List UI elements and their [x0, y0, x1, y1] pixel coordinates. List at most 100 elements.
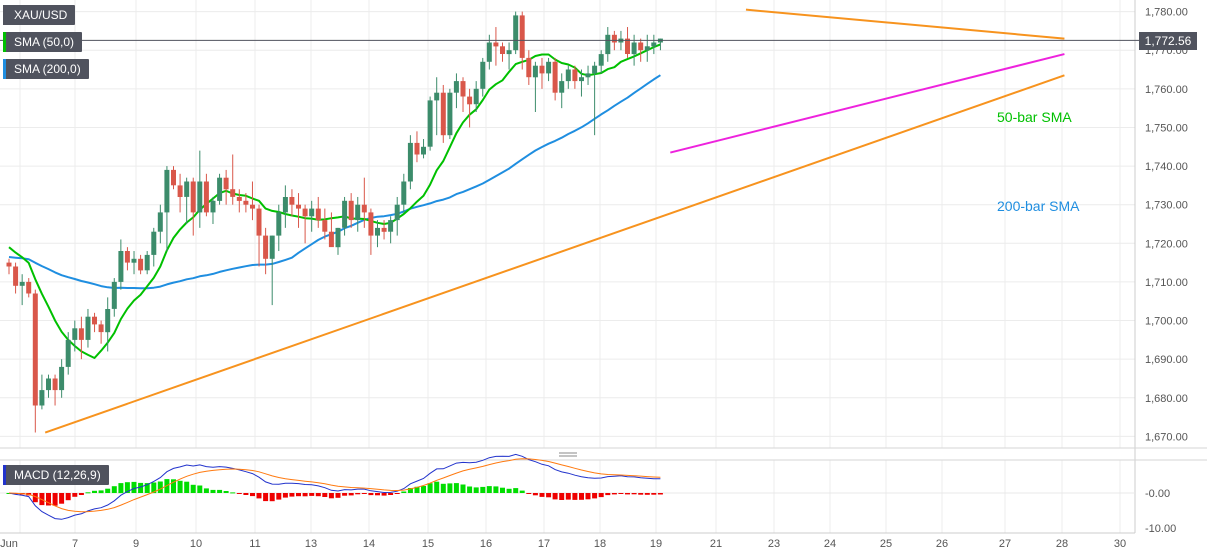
candle	[605, 27, 611, 62]
time-tick-label: 16	[480, 538, 492, 550]
candle-body	[157, 212, 163, 232]
macd-histogram-bar	[250, 493, 255, 497]
candle	[13, 262, 19, 294]
candle	[414, 131, 420, 163]
macd-histogram-bar	[355, 493, 361, 495]
macd-histogram-bar	[421, 486, 426, 494]
legend-macd[interactable]: MACD (12,26,9)	[3, 465, 109, 485]
rising-wedge-line	[670, 53, 1065, 154]
legend-sma50[interactable]: SMA (50,0)	[3, 32, 83, 52]
candle-body	[296, 204, 301, 209]
time-tick-label: 14	[363, 538, 375, 550]
candle-body	[388, 220, 394, 232]
macd-histogram-bar	[453, 483, 459, 493]
macd-tick-label: -0.00	[1145, 488, 1170, 500]
candle-body	[611, 34, 617, 43]
candle-body	[506, 50, 512, 55]
candle	[361, 177, 367, 228]
candle-body	[39, 390, 45, 406]
candle-body	[138, 258, 144, 271]
candle-body	[460, 81, 466, 97]
macd-histogram-bar	[375, 493, 380, 496]
legend-sma50-label: SMA (50,0)	[14, 35, 75, 49]
candle	[381, 220, 387, 240]
macd-histogram-bar	[467, 486, 473, 493]
candle	[513, 11, 519, 55]
candle	[460, 77, 466, 112]
falling-resistance-line	[745, 8, 1065, 40]
macd-histogram-bar	[302, 493, 308, 497]
candle	[335, 227, 341, 255]
candle	[473, 81, 479, 112]
candle	[644, 34, 650, 62]
candle-body	[52, 378, 58, 391]
legend-sma50-swatch	[3, 32, 6, 52]
candle-body	[401, 181, 407, 205]
candle	[131, 251, 137, 275]
legend-symbol[interactable]: XAU/USD	[3, 5, 76, 25]
candle-body	[72, 328, 78, 340]
macd-histogram-bar	[657, 493, 663, 495]
macd-histogram-bar	[513, 488, 519, 494]
price-tick-label: 1,760.00	[1145, 84, 1188, 96]
macd-histogram-bar	[493, 486, 499, 493]
time-tick-label: 13	[305, 538, 317, 550]
candle	[394, 196, 400, 236]
candle-body	[26, 281, 32, 294]
legend-symbol-label: XAU/USD	[14, 8, 68, 22]
macd-histogram-bar	[118, 483, 124, 494]
candle-body	[85, 316, 91, 340]
macd-histogram-bar	[539, 493, 545, 497]
candle-body	[480, 61, 486, 89]
macd-histogram-bar	[263, 493, 269, 502]
candle	[157, 204, 163, 244]
candle-body	[65, 339, 71, 367]
candle-body	[605, 34, 611, 55]
candle-body	[131, 258, 137, 263]
candle	[203, 173, 209, 217]
candle-body	[223, 177, 229, 190]
candle-body	[427, 100, 433, 147]
candle-body	[190, 181, 196, 213]
macd-histogram-bar	[348, 493, 354, 496]
macd-histogram-bar	[296, 493, 301, 497]
candle	[263, 227, 269, 275]
macd-histogram-bar	[171, 479, 176, 494]
candle	[269, 235, 275, 306]
candle	[276, 204, 282, 252]
candle	[453, 73, 459, 109]
candle	[52, 374, 58, 406]
time-axis: Jun 7 9 10 11 13 14 15 16 17 18 19 21 23 24 25 26 27 28 30	[0, 538, 1126, 550]
time-tick-label: 10	[190, 538, 202, 550]
macd-histogram-bar	[388, 493, 394, 495]
candle-body	[263, 235, 269, 259]
candle-body	[592, 65, 598, 74]
candle	[138, 254, 144, 275]
pane-separator[interactable]	[559, 452, 577, 457]
candle-body	[598, 54, 604, 66]
legend-sma200[interactable]: SMA (200,0)	[3, 59, 89, 79]
candle-body	[467, 96, 473, 105]
macd-tick-label: -10.00	[1145, 523, 1176, 535]
grid	[0, 0, 1207, 534]
time-tick-label: 17	[538, 538, 550, 550]
macd-histogram-bar	[414, 486, 420, 493]
candle-body	[394, 204, 400, 221]
macd-histogram-bar	[592, 493, 598, 499]
candle-body	[315, 208, 321, 221]
candle	[328, 212, 334, 248]
candle-body	[453, 81, 459, 93]
macd-histogram-bar	[85, 492, 91, 494]
candle-body	[124, 251, 130, 263]
candle	[355, 196, 361, 232]
macd-histogram-bar	[342, 493, 348, 496]
macd-histogram-bar	[447, 483, 453, 493]
candle-body	[539, 65, 545, 74]
macd-histogram-bar	[644, 493, 650, 495]
candle-body	[407, 142, 413, 182]
macd-histogram-bar	[184, 481, 190, 493]
candle-body	[309, 208, 315, 217]
candle-body	[519, 15, 525, 58]
macd-histogram-bar	[151, 482, 157, 494]
